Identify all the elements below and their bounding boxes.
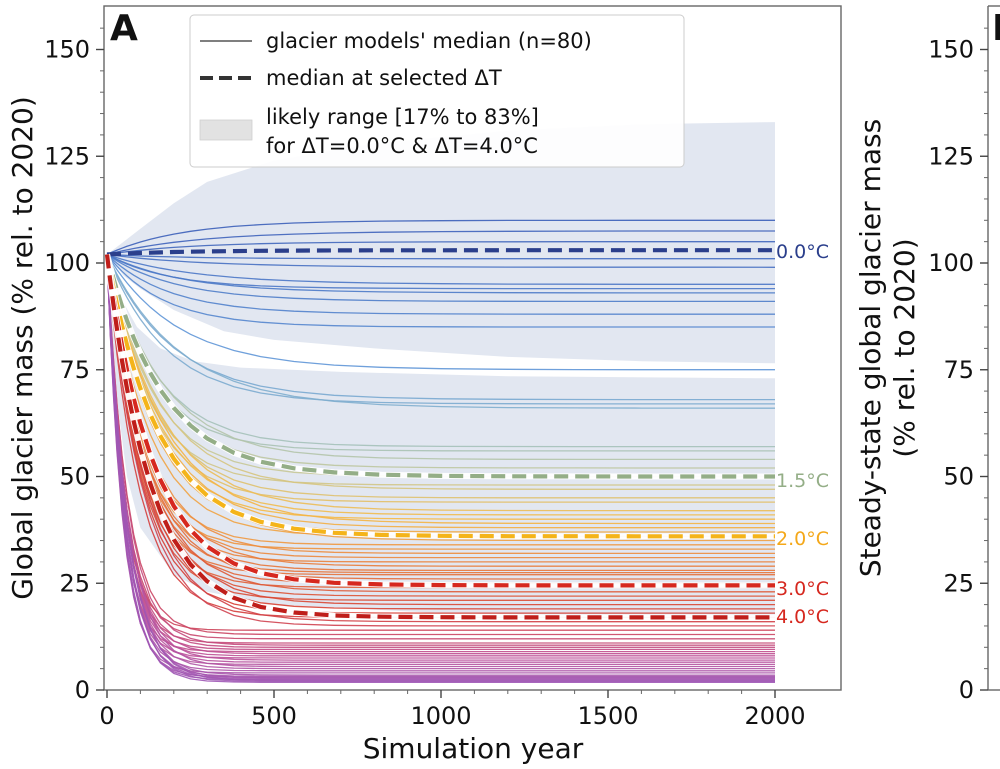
y-tick-label-b: 125: [928, 142, 974, 170]
ensemble-line: [106, 254, 775, 682]
likely-range-gap: [107, 254, 775, 379]
x-tick-label-a: 500: [251, 702, 297, 730]
curve-label-3-0: 3.0°C: [776, 578, 829, 600]
y-tick-label-a: 50: [59, 463, 90, 491]
ensemble-line: [106, 254, 775, 371]
median-line-4.0°C: [104, 254, 775, 620]
legend-thin-line-label: glacier models' median (n=80): [266, 29, 592, 53]
y-tick-label-a: 125: [44, 142, 90, 170]
ensemble-line: [106, 219, 775, 256]
x-tick-label-a: 1500: [577, 702, 638, 730]
panel-b: 0 25 50 75 100 125 150 B Steady-state global g…: [854, 5, 1000, 704]
ensemble-line: [106, 253, 775, 294]
y-tick-label-b: 100: [928, 249, 974, 277]
legend-box: [189, 14, 685, 168]
ensemble-line: [106, 253, 775, 285]
y-tick-label-a: 0: [75, 676, 90, 704]
curve-label-0-0: 0.0°C: [776, 241, 829, 263]
ensemble-line: [106, 254, 775, 315]
curve-label-2-0: 2.0°C: [776, 528, 829, 550]
y-tick-label-a: 75: [59, 356, 90, 384]
y-tick-label-a: 100: [44, 249, 90, 277]
ensemble-line: [106, 253, 775, 303]
panel-a: 0 25 50 75 100 125 150 0 500 1000 1500 2000 A 0.0°…: [6, 5, 842, 765]
ensemble-line: [106, 254, 775, 405]
curve-label-1-5: 1.5°C: [776, 470, 829, 492]
x-tick-label-a: 0: [99, 702, 114, 730]
x-tick-label-a: 1000: [410, 702, 471, 730]
ensemble-line: [106, 254, 776, 409]
ensemble-line: [106, 254, 775, 683]
y-tick-label-b: 50: [943, 463, 974, 491]
median-line-0.0°C: [106, 248, 775, 257]
curve-label-4-0: 4.0°C: [776, 606, 829, 628]
legend-range-swatch: [199, 119, 253, 141]
y-tick-label-b: 25: [943, 569, 974, 597]
panel-label-a: A: [110, 8, 138, 49]
legend-dashed-line-label: median at selected ΔT: [266, 66, 502, 90]
legend-range-label-2: for ΔT=0.0°C & ΔT=4.0°C: [266, 134, 538, 158]
x-axis-label-a: Simulation year: [363, 732, 584, 765]
y-tick-label-b: 75: [943, 356, 974, 384]
y-axis-label-b-line1: Steady-state global glacier mass: [854, 119, 887, 577]
y-tick-label-b: 150: [928, 36, 974, 64]
panel-label-b: B: [992, 8, 1000, 49]
legend: glacier models' median (n=80) median at …: [189, 14, 685, 168]
median-line-1.5°C: [104, 253, 775, 479]
y-tick-label-a: 150: [44, 36, 90, 64]
legend-range-label-1: likely range [17% to 83%]: [266, 105, 539, 129]
ensemble-line: [106, 254, 775, 683]
y-axis-label-b-line2: (% rel. to 2020): [888, 238, 921, 457]
y-tick-label-b: 0: [959, 676, 974, 704]
y-tick-label-a: 25: [59, 569, 90, 597]
ensemble-line: [106, 254, 775, 328]
x-tick-label-a: 2000: [744, 702, 805, 730]
y-axis-label-a: Global glacier mass (% rel. to 2020): [6, 96, 39, 600]
